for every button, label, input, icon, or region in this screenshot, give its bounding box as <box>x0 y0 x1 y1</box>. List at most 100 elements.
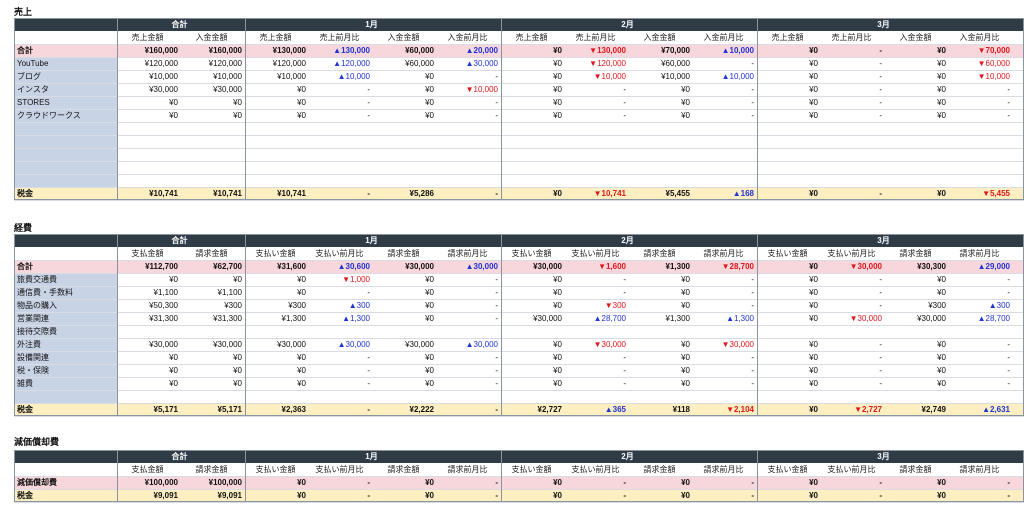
table-cell[interactable]: ¥0 <box>233 353 242 362</box>
table-cell[interactable]: ▼130,000 <box>589 46 626 55</box>
table-cell[interactable]: - <box>879 491 882 500</box>
table-cell[interactable]: ¥0 <box>169 366 178 375</box>
table-cell[interactable]: ¥70,000 <box>661 46 690 55</box>
table-cell[interactable]: - <box>367 478 370 487</box>
table-cell[interactable]: ¥1,300 <box>281 314 306 323</box>
table-cell[interactable]: ¥2,727 <box>537 405 562 414</box>
table-cell[interactable] <box>501 325 565 338</box>
table-cell[interactable]: ¥300 <box>928 301 946 310</box>
table-cell[interactable]: ¥31,600 <box>277 262 306 271</box>
table-cell[interactable]: ▲20,000 <box>465 46 498 55</box>
table-cell[interactable]: ¥0 <box>937 366 946 375</box>
table-cell[interactable]: ¥0 <box>937 275 946 284</box>
table-cell[interactable]: ¥30,000 <box>533 314 562 323</box>
table-cell[interactable]: - <box>1007 491 1010 500</box>
table-cell[interactable]: ¥50,300 <box>149 301 178 310</box>
table-cell[interactable]: ¥0 <box>233 379 242 388</box>
table-cell[interactable]: ¥0 <box>809 478 818 487</box>
table-cell[interactable]: ▲300 <box>348 301 370 310</box>
table-cell[interactable]: ¥0 <box>425 491 434 500</box>
table-cell[interactable]: ¥0 <box>681 366 690 375</box>
table-cell[interactable]: ¥0 <box>809 98 818 107</box>
table-cell[interactable] <box>373 325 437 338</box>
table-cell[interactable]: ¥0 <box>809 314 818 323</box>
table-cell[interactable]: ¥30,000 <box>213 85 242 94</box>
table-cell[interactable]: ¥0 <box>809 275 818 284</box>
table-cell[interactable]: ¥0 <box>937 288 946 297</box>
table-cell[interactable]: - <box>495 301 498 310</box>
table-cell[interactable]: ▲30,000 <box>465 340 498 349</box>
table-cell[interactable]: ¥0 <box>553 491 562 500</box>
table-cell[interactable]: ¥10,000 <box>661 72 690 81</box>
table-cell[interactable]: - <box>623 111 626 120</box>
table-cell[interactable]: ¥160,000 <box>144 46 178 55</box>
table-cell[interactable]: ¥31,300 <box>213 314 242 323</box>
table-cell[interactable]: ¥0 <box>681 301 690 310</box>
table-cell[interactable]: ¥0 <box>553 189 562 198</box>
table-cell[interactable]: - <box>367 189 370 198</box>
table-cell[interactable]: ▼30,000 <box>721 340 754 349</box>
table-cell[interactable]: ▲120,000 <box>333 59 370 68</box>
table-cell[interactable]: ¥60,000 <box>405 59 434 68</box>
table-cell[interactable]: - <box>623 98 626 107</box>
table-cell[interactable]: - <box>1007 275 1010 284</box>
table-cell[interactable]: - <box>879 275 882 284</box>
table-cell[interactable]: ¥2,749 <box>921 405 946 414</box>
table-cell[interactable]: - <box>1007 379 1010 388</box>
table-cell[interactable]: - <box>495 288 498 297</box>
table-cell[interactable]: ¥0 <box>425 379 434 388</box>
table-cell[interactable]: ¥30,000 <box>917 314 946 323</box>
table-cell[interactable]: - <box>751 59 754 68</box>
table-cell[interactable]: ¥0 <box>809 405 818 414</box>
table-cell[interactable]: ¥0 <box>937 59 946 68</box>
table-cell[interactable]: ¥0 <box>809 262 818 271</box>
table-cell[interactable]: - <box>623 491 626 500</box>
table-cell[interactable]: ¥0 <box>553 59 562 68</box>
table-cell[interactable]: ¥0 <box>681 85 690 94</box>
table-cell[interactable]: ▼2,727 <box>854 405 882 414</box>
table-cell[interactable]: - <box>751 275 754 284</box>
table-cell[interactable]: ▲30,000 <box>337 340 370 349</box>
table-cell[interactable]: ¥0 <box>297 85 306 94</box>
table-cell[interactable]: - <box>1007 288 1010 297</box>
table-cell[interactable]: - <box>495 189 498 198</box>
table-cell[interactable]: ¥9,091 <box>217 491 242 500</box>
table-cell[interactable]: - <box>623 85 626 94</box>
table-cell[interactable]: ¥0 <box>809 379 818 388</box>
table-cell[interactable]: ▲130,000 <box>333 46 370 55</box>
table-cell[interactable]: - <box>495 111 498 120</box>
table-cell[interactable]: ▲28,700 <box>977 314 1010 323</box>
table-cell[interactable]: - <box>751 85 754 94</box>
table-cell[interactable]: ¥120,000 <box>208 59 242 68</box>
table-cell[interactable]: ¥30,000 <box>149 85 178 94</box>
table-cell[interactable]: ¥118 <box>672 405 690 414</box>
table-cell[interactable]: ¥0 <box>553 288 562 297</box>
table-cell[interactable]: ¥0 <box>297 379 306 388</box>
table-cell[interactable]: ¥60,000 <box>405 46 434 55</box>
table-cell[interactable]: - <box>1007 478 1010 487</box>
table-cell[interactable]: ¥0 <box>937 72 946 81</box>
table-cell[interactable]: ▼5,455 <box>982 189 1010 198</box>
table-cell[interactable]: - <box>751 301 754 310</box>
table-cell[interactable]: ¥30,000 <box>213 340 242 349</box>
table-cell[interactable]: ¥5,171 <box>153 405 178 414</box>
table-cell[interactable]: ▼120,000 <box>589 59 626 68</box>
table-cell[interactable]: - <box>367 405 370 414</box>
table-cell[interactable]: ¥5,286 <box>409 189 434 198</box>
table-cell[interactable]: ▲28,700 <box>593 314 626 323</box>
table-cell[interactable]: ¥0 <box>937 491 946 500</box>
table-cell[interactable]: ¥112,700 <box>145 262 178 271</box>
table-cell[interactable]: - <box>1007 353 1010 362</box>
table-cell[interactable]: - <box>623 366 626 375</box>
table-cell[interactable]: ▼2,104 <box>726 405 754 414</box>
table-cell[interactable]: - <box>623 353 626 362</box>
table-cell[interactable]: - <box>367 491 370 500</box>
table-cell[interactable]: ¥0 <box>681 353 690 362</box>
table-cell[interactable]: ¥0 <box>809 46 818 55</box>
table-cell[interactable]: ¥0 <box>937 111 946 120</box>
table-cell[interactable]: - <box>495 98 498 107</box>
table-cell[interactable]: ¥0 <box>553 72 562 81</box>
table-cell[interactable]: - <box>623 478 626 487</box>
table-cell[interactable]: ¥10,741 <box>277 189 306 198</box>
table-cell[interactable]: - <box>751 478 754 487</box>
